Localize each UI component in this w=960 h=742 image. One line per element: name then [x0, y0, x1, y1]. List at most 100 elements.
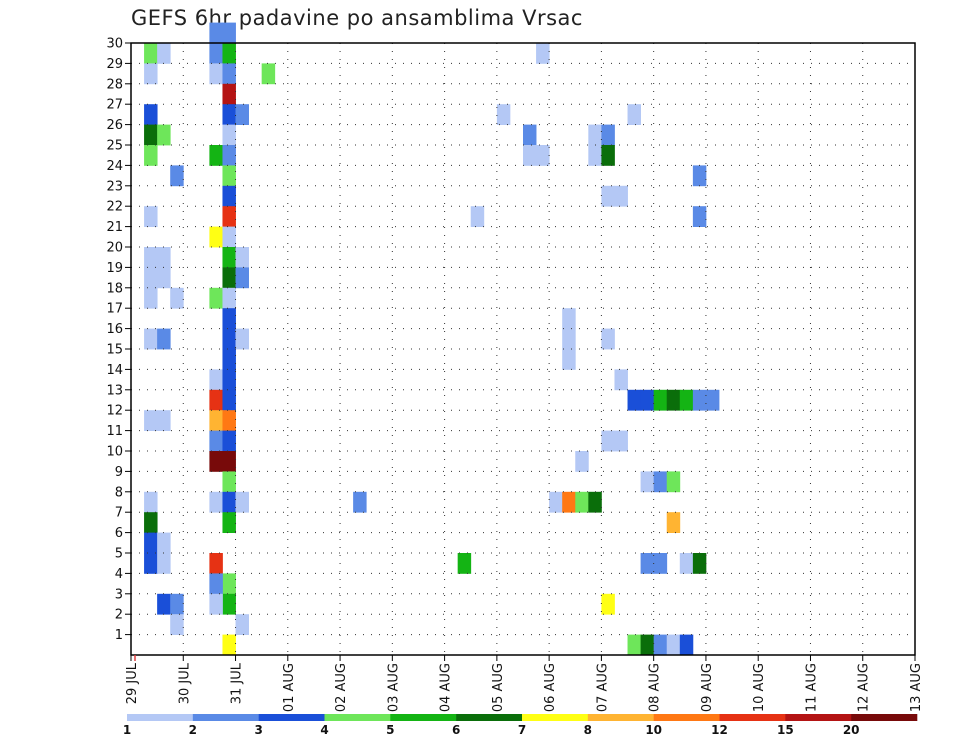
- colorbar-swatch: [719, 714, 786, 721]
- colorbar-swatch: [522, 714, 589, 721]
- y-tick-label: 26: [106, 118, 123, 133]
- heatmap-cell: [562, 328, 576, 350]
- heatmap-cell: [601, 593, 615, 615]
- heatmap-cell: [536, 145, 550, 166]
- y-tick-label: 30: [106, 37, 123, 52]
- y-tick-label: 27: [106, 98, 123, 113]
- heatmap-cell: [222, 185, 236, 207]
- heatmap-cell: [144, 247, 158, 268]
- heatmap-cell: [157, 328, 171, 350]
- heatmap-cell: [157, 267, 171, 289]
- heatmap-cell: [157, 410, 171, 431]
- heatmap-cell: [601, 145, 615, 166]
- heatmap-cell: [144, 512, 158, 533]
- heatmap-cell: [601, 430, 615, 452]
- heatmap-cell: [235, 267, 249, 289]
- x-tick-label: 04 AUG: [439, 663, 454, 712]
- y-tick-label: 25: [106, 139, 123, 154]
- heatmap-cell: [627, 634, 641, 656]
- colorbar-label: 1: [123, 723, 131, 737]
- heatmap-cell: [222, 389, 236, 411]
- heatmap-cell: [144, 491, 158, 513]
- x-tick-label: 11 AUG: [804, 663, 819, 712]
- y-tick-label: 8: [115, 485, 123, 500]
- heatmap-cell: [679, 389, 694, 411]
- heatmap-cell: [144, 206, 158, 227]
- heatmap-cell: [679, 634, 694, 656]
- y-tick-label: 13: [106, 383, 123, 398]
- heatmap-cell: [209, 491, 223, 513]
- y-tick-label: 6: [115, 526, 123, 541]
- heatmap-cell: [601, 328, 615, 350]
- colorbar-swatch: [587, 714, 654, 721]
- x-tick-label: 05 AUG: [491, 663, 506, 712]
- heatmap-cell: [209, 43, 223, 64]
- heatmap-cell: [144, 532, 158, 554]
- heatmap-cell: [588, 124, 602, 146]
- heatmap-cell: [666, 471, 681, 493]
- colorbar-swatch: [456, 714, 523, 721]
- heatmap-cells: [144, 22, 720, 656]
- heatmap-cell: [222, 267, 236, 289]
- y-tick-label: 14: [106, 363, 123, 378]
- heatmap-cell: [666, 634, 681, 656]
- heatmap-cell: [692, 389, 707, 411]
- heatmap-cell: [575, 491, 589, 513]
- x-tick-label: 13 AUG: [909, 663, 924, 712]
- heatmap-cell: [222, 83, 236, 105]
- heatmap-cell: [170, 287, 184, 309]
- heatmap-cell: [222, 43, 236, 64]
- heatmap-cell: [536, 43, 550, 64]
- heatmap-cell: [588, 491, 602, 513]
- colorbar-swatch: [192, 714, 259, 721]
- y-tick-label: 16: [106, 322, 123, 337]
- heatmap-cell: [222, 287, 236, 309]
- y-tick-label: 12: [106, 404, 123, 419]
- heatmap-cell: [222, 226, 236, 248]
- colorbar-swatch: [324, 714, 391, 721]
- heatmap-cell: [209, 451, 223, 472]
- y-tick-label: 3: [115, 587, 123, 602]
- heatmap-cell: [144, 328, 158, 350]
- x-tick-label: 07 AUG: [595, 663, 610, 712]
- heatmap-cell: [209, 226, 223, 248]
- heatmap-cell: [222, 328, 236, 350]
- heatmap-cell: [705, 389, 720, 411]
- heatmap-cell: [222, 145, 236, 166]
- heatmap-cell: [209, 63, 223, 85]
- colorbar-label: 7: [518, 723, 526, 737]
- heatmap-cell: [144, 267, 158, 289]
- x-tick-label: 02 AUG: [334, 663, 349, 712]
- heatmap-cell: [144, 124, 158, 146]
- y-tick-label: 22: [106, 200, 123, 215]
- x-tick-label: 29 JUL: [125, 662, 140, 704]
- colorbar-label: 10: [645, 723, 662, 737]
- heatmap-cell: [144, 63, 158, 85]
- heatmap-cell: [209, 22, 223, 44]
- x-tick-label: 01 AUG: [282, 663, 297, 712]
- y-tick-label: 11: [106, 424, 123, 439]
- heatmap-cell: [601, 185, 615, 207]
- y-tick-label: 5: [115, 547, 123, 562]
- heatmap-cell: [144, 43, 158, 64]
- heatmap-cell: [562, 491, 576, 513]
- heatmap-cell: [222, 471, 236, 493]
- heatmap-cell: [144, 104, 158, 125]
- colorbar-label: 15: [777, 723, 794, 737]
- heatmap-cell: [157, 532, 171, 554]
- heatmap-cell: [209, 410, 223, 431]
- colorbar-label: 6: [452, 723, 460, 737]
- heatmap-cell: [222, 63, 236, 85]
- heatmap-cell: [222, 206, 236, 227]
- heatmap-cell: [222, 247, 236, 268]
- heatmap-cell: [614, 430, 628, 452]
- colorbar-swatch: [258, 714, 325, 721]
- heatmap-cell: [209, 369, 223, 391]
- heatmap-cell: [627, 389, 641, 411]
- heatmap-cell: [222, 451, 236, 472]
- y-tick-label: 9: [115, 465, 123, 480]
- heatmap-cell: [144, 287, 158, 309]
- heatmap-cell: [222, 369, 236, 391]
- colorbar-label: 3: [254, 723, 262, 737]
- heatmap-cell: [666, 512, 681, 533]
